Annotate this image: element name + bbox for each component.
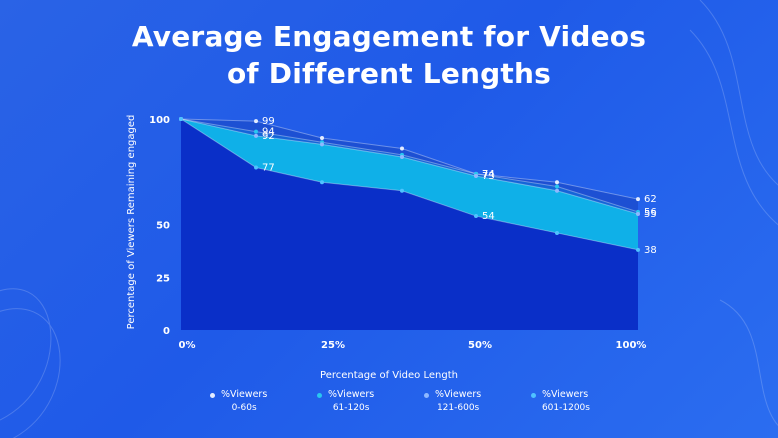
- legend-label-line-2: 601-1200s: [541, 403, 590, 413]
- data-point-series-4-0: [179, 117, 183, 121]
- data-point-series-3-2: [320, 142, 324, 147]
- x-tick-label: 0%: [179, 340, 196, 351]
- data-point-series-1-5: [555, 180, 559, 185]
- legend-marker: [530, 393, 536, 398]
- y-axis-label: Percentage of Viewers Remaining engaged: [126, 115, 137, 330]
- data-point-series-4-2: [320, 180, 324, 185]
- legend-label-line-1: %Viewers: [221, 389, 268, 400]
- legend-label: %Viewers 0-60s: [221, 389, 267, 413]
- data-point-series-1-1: [254, 119, 258, 124]
- data-label-series-3-1: 92: [262, 131, 275, 142]
- chart-legend: %Viewers 0-60s %Viewers 61-120s %Viewers 121-…: [210, 389, 590, 419]
- data-point-series-4-4: [474, 214, 478, 219]
- legend-label: %Viewers 601-1200s: [542, 389, 590, 413]
- y-tick-label: 0: [163, 326, 170, 337]
- x-tick-label: 100%: [616, 340, 647, 351]
- legend-marker: [423, 393, 429, 398]
- data-label-series-2-1: 94: [262, 127, 275, 138]
- data-point-series-2-5: [555, 184, 559, 189]
- legend-label-line-2: 0-60s: [231, 403, 257, 413]
- legend-marker: [210, 393, 215, 398]
- legend-marker: [316, 393, 322, 398]
- chart-title-line-2: of Different Lengths: [226, 57, 552, 90]
- data-point-series-4-1: [254, 165, 258, 170]
- legend-label: %Viewers 61-120s: [328, 389, 374, 413]
- chart-title: Average Engagement for Videos of Differe…: [0, 18, 778, 92]
- data-point-series-3-4: [474, 173, 478, 178]
- data-label-series-2-6: 56: [644, 207, 657, 218]
- data-point-series-3-5: [555, 188, 559, 193]
- data-point-series-4-3: [400, 188, 404, 193]
- data-point-series-4-6: [636, 247, 640, 252]
- legend-label-line-2: 121-600s: [436, 403, 480, 413]
- legend-item-4: %Viewers 601-1200s: [530, 389, 590, 419]
- legend-label: %Viewers 121-600s: [435, 389, 481, 413]
- area-series-4: [181, 119, 638, 330]
- x-tick-label: 50%: [468, 340, 492, 351]
- x-axis-label: Percentage of Video Length: [320, 370, 458, 381]
- legend-label-line-2: 61-120s: [332, 403, 370, 413]
- data-point-series-3-6: [636, 211, 640, 216]
- y-tick-label: 50: [156, 221, 170, 232]
- data-point-series-4-5: [555, 230, 559, 235]
- legend-item-3: %Viewers 121-600s: [423, 389, 481, 419]
- legend-item-2: %Viewers 61-120s: [316, 389, 374, 419]
- data-point-series-3-1: [254, 133, 258, 138]
- data-point-series-2-1: [254, 129, 258, 134]
- data-label-series-1-4: 74: [482, 169, 495, 180]
- data-label-series-4-1: 77: [262, 163, 275, 174]
- y-tick-label: 25: [156, 273, 170, 284]
- x-tick-label: 25%: [321, 340, 345, 351]
- chart-title-line-1: Average Engagement for Videos: [131, 20, 647, 53]
- data-point-series-3-3: [400, 154, 404, 159]
- legend-label-line-1: %Viewers: [327, 389, 375, 400]
- data-label-series-3-4: 73: [482, 171, 495, 182]
- y-tick-label: 100: [149, 115, 170, 126]
- legend-item-1: %Viewers 0-60s: [210, 389, 267, 419]
- data-point-series-1-6: [636, 197, 640, 202]
- data-label-series-4-6: 38: [644, 245, 657, 256]
- data-label-series-2-4: 74: [482, 169, 495, 180]
- data-label-series-1-6: 62: [644, 194, 657, 205]
- data-label-series-1-1: 99: [262, 116, 275, 127]
- legend-label-line-1: %Viewers: [541, 389, 589, 400]
- data-label-series-3-6: 55: [644, 209, 657, 220]
- data-point-series-1-2: [320, 135, 324, 140]
- legend-label-line-1: %Viewers: [434, 389, 482, 400]
- data-label-series-4-4: 54: [482, 211, 495, 222]
- data-point-series-1-3: [400, 146, 404, 151]
